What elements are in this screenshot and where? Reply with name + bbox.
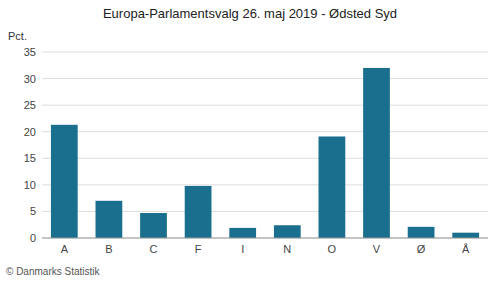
footer: © Danmarks Statistik (6, 266, 101, 277)
x-tick-label: C (150, 243, 158, 255)
y-tick-label: 30 (24, 73, 36, 85)
bar (452, 233, 479, 238)
grid-line (42, 52, 488, 53)
bar (229, 228, 256, 238)
y-tick-label: 0 (30, 232, 36, 244)
chart-container: Europa-Parlamentsvalg 26. maj 2019 - Øds… (0, 0, 500, 282)
bar (185, 186, 212, 238)
y-tick-label: 25 (24, 99, 36, 111)
y-tick-label: 20 (24, 126, 36, 138)
x-tick-label: A (61, 243, 69, 255)
x-tick-label: Å (462, 243, 470, 255)
grid-line (42, 238, 488, 239)
grid-line (42, 131, 488, 132)
x-tick-label: I (241, 243, 244, 255)
bar (274, 225, 301, 238)
page: {"chart_data": {"type": "bar", "title": … (0, 0, 500, 282)
bar (140, 213, 167, 238)
x-tick-label: B (105, 243, 112, 255)
y-tick-label: 35 (24, 46, 36, 58)
bar (96, 201, 123, 238)
grid-line (42, 105, 488, 106)
x-tick-label: V (373, 243, 381, 255)
x-tick-label: O (328, 243, 337, 255)
bar (408, 227, 435, 238)
y-tick-label: 10 (24, 179, 36, 191)
x-axis-line (42, 238, 488, 239)
bar (363, 68, 390, 238)
grid-line (42, 184, 488, 185)
x-tick-label: Ø (417, 243, 426, 255)
y-tick-label: 15 (24, 152, 36, 164)
x-tick-label: F (195, 243, 202, 255)
x-tick-label: N (283, 243, 291, 255)
chart-svg: Europa-Parlamentsvalg 26. maj 2019 - Øds… (0, 0, 500, 282)
bar (319, 136, 346, 238)
grid-line (42, 78, 488, 79)
y-tick-label: 5 (30, 205, 36, 217)
bar (51, 125, 78, 238)
bars (51, 68, 479, 238)
y-axis-label: Pct. (8, 30, 27, 42)
grid-line (42, 158, 488, 159)
grid (42, 52, 488, 238)
title: Europa-Parlamentsvalg 26. maj 2019 - Øds… (103, 6, 397, 21)
